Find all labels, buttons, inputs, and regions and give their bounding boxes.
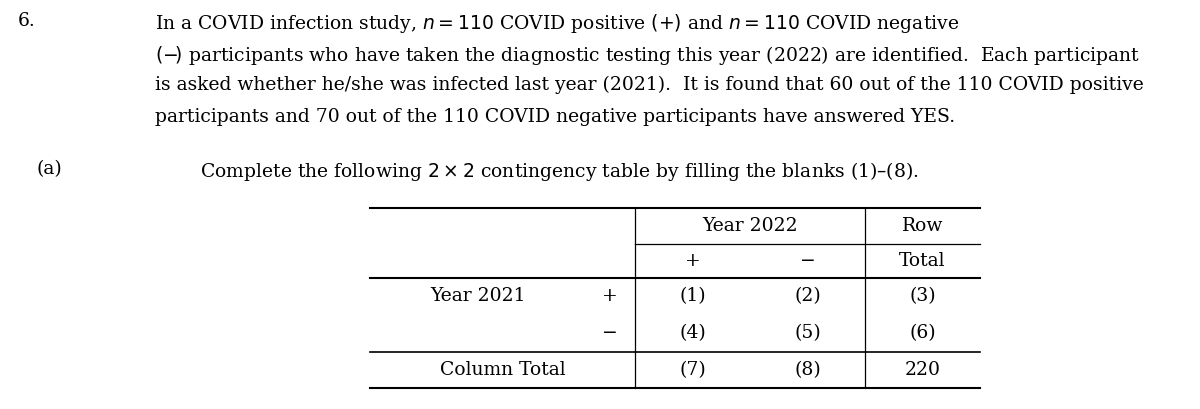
Text: Year 2022: Year 2022 (702, 217, 798, 235)
Text: Total: Total (899, 252, 946, 270)
Text: is asked whether he/she was infected last year (2021).  It is found that 60 out : is asked whether he/she was infected las… (155, 76, 1144, 94)
Text: (a): (a) (36, 160, 61, 178)
Text: Column Total: Column Total (439, 361, 565, 379)
Text: (1): (1) (679, 287, 706, 305)
Text: −: − (799, 252, 815, 270)
Text: (7): (7) (679, 361, 706, 379)
Text: $(-\!)$ participants who have taken the diagnostic testing this year (2022) are : $(-\!)$ participants who have taken the … (155, 44, 1140, 67)
Text: 220: 220 (905, 361, 941, 379)
Text: Complete the following $2 \times 2$ contingency table by filling the blanks (1)–: Complete the following $2 \times 2$ cont… (200, 160, 919, 183)
Text: 6.: 6. (18, 12, 36, 30)
Text: participants and 70 out of the 110 COVID negative participants have answered YES: participants and 70 out of the 110 COVID… (155, 108, 955, 126)
Text: −: − (602, 324, 618, 342)
Text: (3): (3) (910, 287, 936, 305)
Text: (2): (2) (794, 287, 821, 305)
Text: (8): (8) (794, 361, 821, 379)
Text: (6): (6) (910, 324, 936, 342)
Text: (4): (4) (679, 324, 706, 342)
Text: Year 2021: Year 2021 (430, 287, 526, 305)
Text: Row: Row (902, 217, 943, 235)
Text: +: + (685, 252, 701, 270)
Text: +: + (602, 287, 618, 305)
Text: (5): (5) (794, 324, 821, 342)
Text: In a COVID infection study, $n = 110$ COVID positive $(+)$ and $n = 110$ COVID n: In a COVID infection study, $n = 110$ CO… (155, 12, 959, 35)
